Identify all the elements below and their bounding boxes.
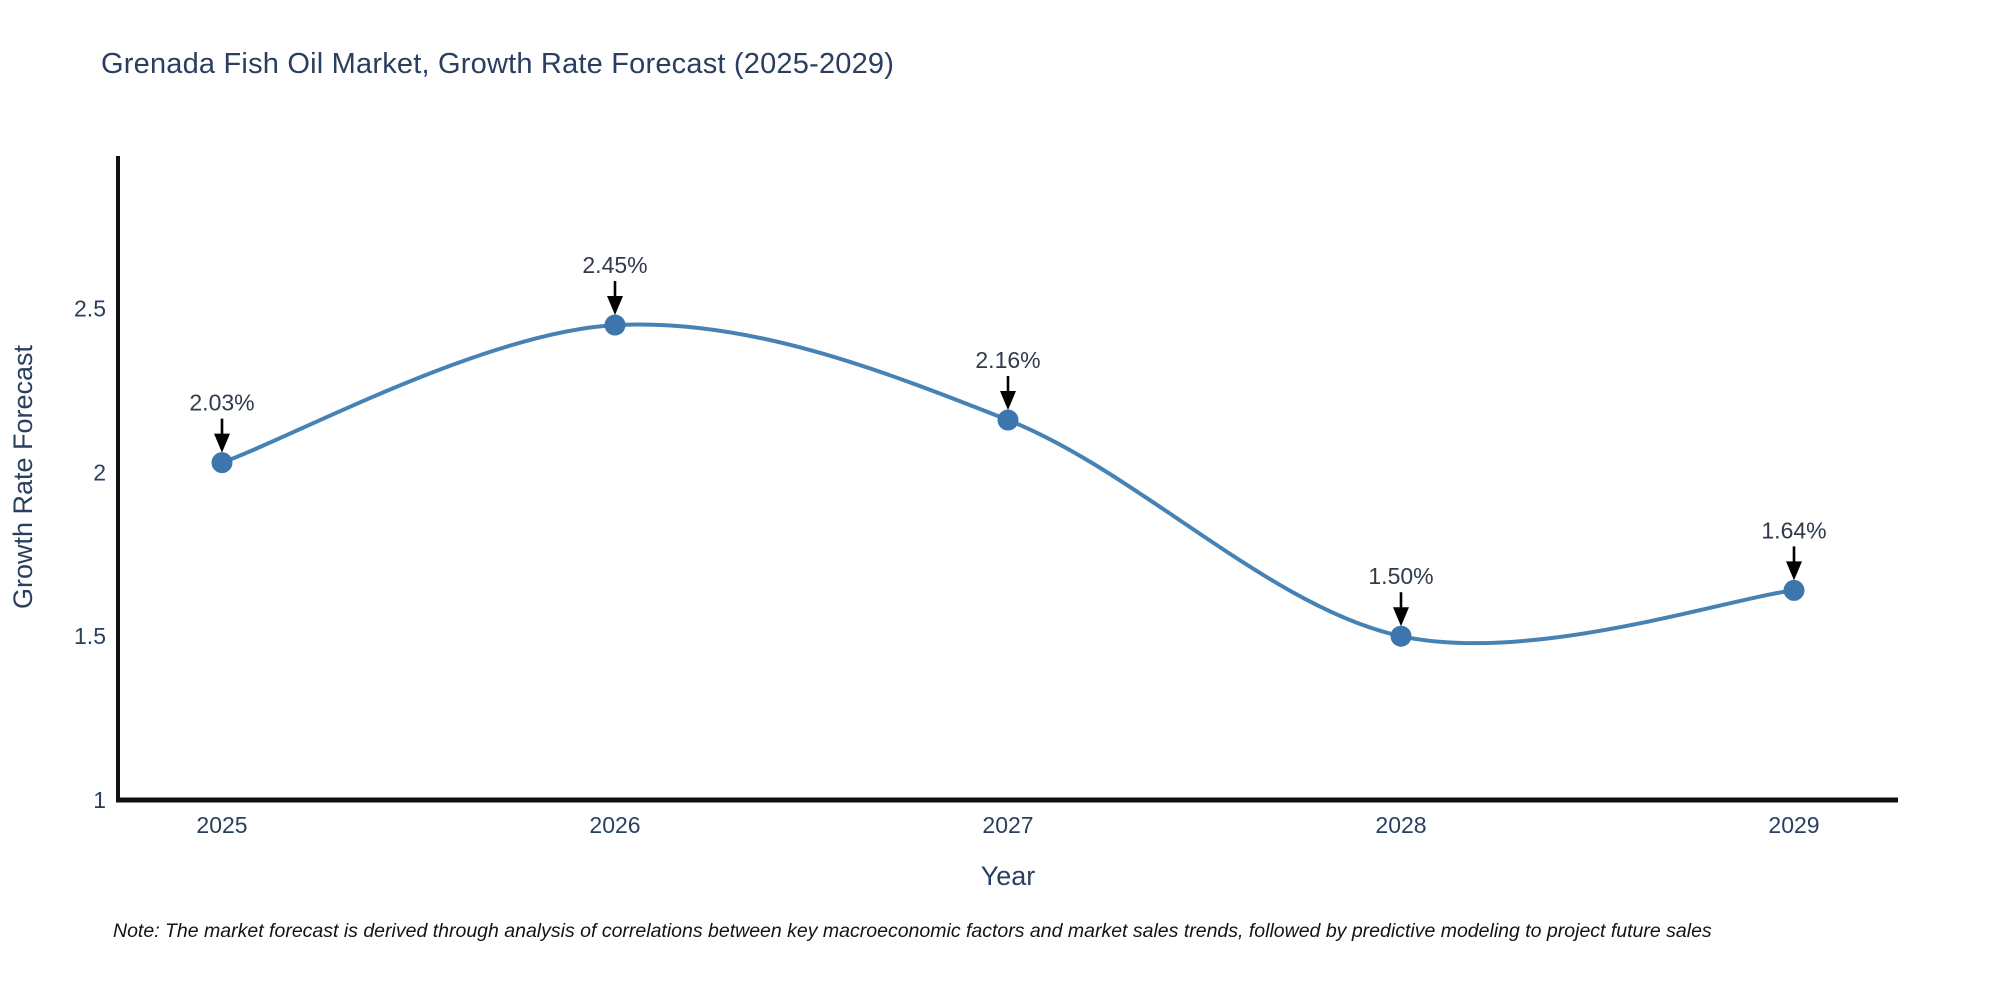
x-axis-tick-labels: 2025 2026 2027 2028 2029	[196, 812, 1819, 838]
y-tick-label: 1.5	[74, 623, 106, 649]
annotation-arrowhead-icon	[1000, 391, 1016, 411]
data-point-markers	[211, 314, 1805, 647]
y-axis-tick-labels: 1 1.5 2 2.5	[74, 296, 106, 813]
x-axis-title: Year	[981, 861, 1036, 891]
data-point-marker[interactable]	[997, 409, 1019, 431]
point-annotation: 1.64%	[1761, 517, 1827, 581]
data-point-marker[interactable]	[1390, 625, 1412, 647]
footnote: Note: The market forecast is derived thr…	[113, 920, 1712, 942]
point-annotation: 2.16%	[975, 347, 1041, 411]
x-tick-label: 2029	[1768, 812, 1819, 838]
annotation-arrowhead-icon	[1786, 561, 1802, 581]
data-point-marker[interactable]	[211, 452, 233, 474]
y-axis-title: Growth Rate Forecast	[8, 344, 38, 609]
point-annotation: 2.45%	[582, 252, 648, 316]
y-tick-label: 1	[93, 787, 106, 813]
x-tick-label: 2028	[1375, 812, 1426, 838]
annotation-arrowhead-icon	[607, 296, 623, 316]
point-value-label: 2.03%	[189, 390, 254, 416]
x-tick-label: 2026	[589, 812, 640, 838]
point-value-label: 1.64%	[1761, 517, 1826, 543]
point-annotation: 2.03%	[189, 390, 255, 453]
point-annotations: 2.03% 2.45% 2.16% 1.50% 1.64%	[189, 252, 1827, 627]
annotation-arrowhead-icon	[1393, 607, 1409, 627]
data-point-marker[interactable]	[1783, 579, 1805, 601]
point-annotation: 1.50%	[1368, 563, 1434, 627]
annotation-arrowhead-icon	[214, 433, 230, 453]
x-tick-label: 2027	[982, 812, 1033, 838]
chart-title: Grenada Fish Oil Market, Growth Rate For…	[101, 48, 895, 80]
point-value-label: 2.16%	[975, 347, 1040, 373]
point-value-label: 2.45%	[582, 252, 647, 278]
data-point-marker[interactable]	[604, 314, 626, 336]
point-value-label: 1.50%	[1368, 563, 1433, 589]
y-tick-label: 2	[93, 459, 106, 485]
x-tick-label: 2025	[196, 812, 247, 838]
y-tick-label: 2.5	[74, 296, 106, 322]
